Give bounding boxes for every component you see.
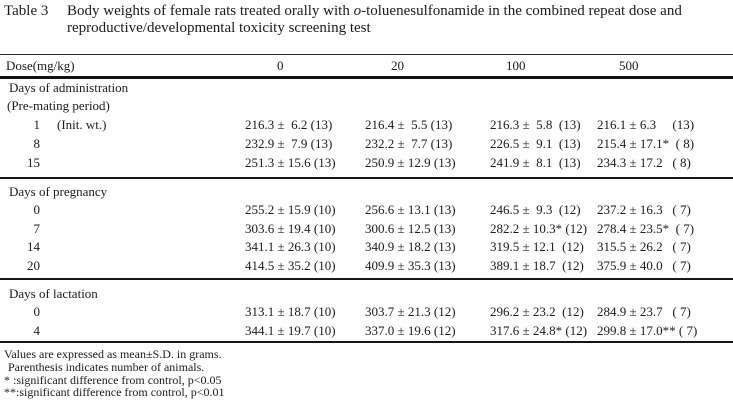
row-note xyxy=(40,201,245,220)
value-cell: 319.5 ± 12.1 (12) xyxy=(490,239,584,254)
day-label: 7 xyxy=(33,220,41,236)
value-cell: 341.1 ± 26.3 (10) xyxy=(245,239,336,254)
value-cell: 216.4 ± 5.5 (13) xyxy=(365,117,453,132)
footnote-significance-001: **:significant difference from control, … xyxy=(4,385,225,400)
dose-col-20: 20 xyxy=(391,57,404,73)
table-row: 0 313.1 ± 18.7 (10) 303.7 ± 21.3 (12) 29… xyxy=(0,303,733,322)
value-cell: 246.5 ± 9.3 (12) xyxy=(490,202,581,217)
value-cell: 282.2 ± 10.3* (12) xyxy=(490,220,588,236)
footnote-parenthesis: Parenthesis indicates number of animals. xyxy=(8,359,205,374)
day-label: 20 xyxy=(27,257,40,273)
section-heading: Days of lactation xyxy=(9,286,98,301)
table-row: 1 (Init. wt.) 216.3 ± 6.2 (13) 216.4 ± 5… xyxy=(0,115,733,134)
value-cell: 414.5 ± 35.2 (10) xyxy=(245,257,336,273)
value-cell: 241.9 ± 8.1 (13) xyxy=(490,155,581,170)
dose-col-500: 500 xyxy=(619,57,639,73)
title-line1-pre: Body weights of female rats treated oral… xyxy=(67,3,354,19)
table-row: 15 251.3 ± 15.6 (13) 250.9 ± 12.9 (13) 2… xyxy=(0,153,733,172)
footnote-values: Values are expressed as mean±S.D. in gra… xyxy=(4,347,222,361)
section-administration: Days of administration (Pre-mating perio… xyxy=(0,79,733,177)
dose-header-label: Dose(mg/kg) xyxy=(6,57,75,73)
day-label: 14 xyxy=(27,239,40,254)
value-cell: 234.3 ± 17.2 ( 8) xyxy=(597,155,691,170)
value-cell: 296.2 ± 23.2 (12) xyxy=(490,304,584,319)
row-note xyxy=(40,238,245,257)
value-cell: 313.1 ± 18.7 (10) xyxy=(245,304,336,319)
row-note xyxy=(40,153,245,172)
row-note: (Init. wt.) xyxy=(57,117,107,132)
footnotes: Values are expressed as mean±S.D. in gra… xyxy=(0,343,733,399)
row-note xyxy=(40,134,245,153)
day-label: 8 xyxy=(33,136,41,151)
value-cell: 232.2 ± 7.7 (13) xyxy=(365,136,453,151)
section-heading: Days of pregnancy xyxy=(9,184,108,199)
table-row: 7 303.6 ± 19.4 (10) 300.6 ± 12.5 (13) 28… xyxy=(0,220,733,239)
value-cell: 232.9 ± 7.9 (13) xyxy=(245,136,333,151)
value-cell: 216.1 ± 6.3 (13) xyxy=(597,117,695,132)
section-pregnancy: Days of pregnancy 0 255.2 ± 15.9 (10) 25… xyxy=(0,179,733,278)
value-cell: 216.3 ± 5.8 (13) xyxy=(490,117,581,132)
title-line1-italic: o xyxy=(353,3,362,19)
value-cell: 337.0 ± 19.6 (12) xyxy=(365,322,456,338)
value-cell: 251.3 ± 15.6 (13) xyxy=(245,155,336,170)
dose-col-100: 100 xyxy=(506,57,526,73)
value-cell: 237.2 ± 16.3 ( 7) xyxy=(597,202,691,217)
value-cell: 409.9 ± 35.3 (13) xyxy=(365,257,456,273)
rule-section-divider xyxy=(0,278,733,280)
day-label: 15 xyxy=(27,155,40,170)
table-row: 8 232.9 ± 7.9 (13) 232.2 ± 7.7 (13) 226.… xyxy=(0,134,733,153)
value-cell: 317.6 ± 24.8* (12) xyxy=(490,322,588,338)
value-cell: 278.4 ± 23.5* ( 7) xyxy=(597,220,695,236)
value-cell: 255.2 ± 15.9 (10) xyxy=(245,202,336,217)
value-cell: 303.6 ± 19.4 (10) xyxy=(245,220,336,236)
value-cell: 284.9 ± 23.7 ( 7) xyxy=(597,304,691,319)
table-caption: Table 3 Body weights of female rats trea… xyxy=(0,0,733,37)
row-note xyxy=(40,220,245,239)
table-row: 20 414.5 ± 35.2 (10) 409.9 ± 35.3 (13) 3… xyxy=(0,257,733,276)
value-cell: 344.1 ± 19.7 (10) xyxy=(245,322,336,338)
row-note xyxy=(40,303,245,322)
value-cell: 315.5 ± 26.2 ( 7) xyxy=(597,239,691,254)
value-cell: 226.5 ± 9.1 (13) xyxy=(490,136,581,151)
title-line2: reproductive/developmental toxicity scre… xyxy=(67,20,371,36)
value-cell: 300.6 ± 12.5 (13) xyxy=(365,220,456,236)
rule-section-divider xyxy=(0,177,733,179)
title-line1-post: -toluenesulfonamide in the combined repe… xyxy=(361,3,682,19)
row-note xyxy=(40,322,245,341)
day-label: 0 xyxy=(33,202,41,217)
value-cell: 389.1 ± 18.7 (12) xyxy=(490,257,584,273)
table-row: 14 341.1 ± 26.3 (10) 340.9 ± 18.2 (13) 3… xyxy=(0,238,733,257)
rule-top xyxy=(0,54,733,55)
footnote-significance-005: * :significant difference from control, … xyxy=(4,372,222,387)
value-cell: 299.8 ± 17.0** ( 7) xyxy=(597,322,698,338)
value-cell: 303.7 ± 21.3 (12) xyxy=(365,304,456,319)
table-title-text: Body weights of female rats treated oral… xyxy=(67,3,727,37)
table-row: 0 255.2 ± 15.9 (10) 256.6 ± 13.1 (13) 24… xyxy=(0,201,733,220)
value-cell: 340.9 ± 18.2 (13) xyxy=(365,239,456,254)
day-label: 0 xyxy=(33,304,41,319)
table-header-row: Dose(mg/kg) 0 20 100 500 xyxy=(0,55,733,76)
day-label: 1 xyxy=(33,117,41,132)
table-row: 4 344.1 ± 19.7 (10) 337.0 ± 19.6 (12) 31… xyxy=(0,322,733,341)
section-lactation: Days of lactation 0 313.1 ± 18.7 (10) 30… xyxy=(0,280,733,341)
value-cell: 256.6 ± 13.1 (13) xyxy=(365,202,456,217)
section-heading: Days of administration xyxy=(9,80,129,95)
rule-below-header xyxy=(0,76,733,79)
value-cell: 375.9 ± 40.0 ( 7) xyxy=(597,257,691,273)
table-number: Table 3 xyxy=(4,3,49,19)
value-cell: 215.4 ± 17.1* ( 8) xyxy=(597,136,695,151)
value-cell: 216.3 ± 6.2 (13) xyxy=(245,117,333,132)
rule-bottom xyxy=(0,341,733,343)
dose-col-0: 0 xyxy=(277,57,284,73)
day-label: 4 xyxy=(33,322,41,338)
value-cell: 250.9 ± 12.9 (13) xyxy=(365,155,456,170)
row-note xyxy=(40,257,245,276)
section-subheading: (Pre-mating period) xyxy=(7,98,110,113)
